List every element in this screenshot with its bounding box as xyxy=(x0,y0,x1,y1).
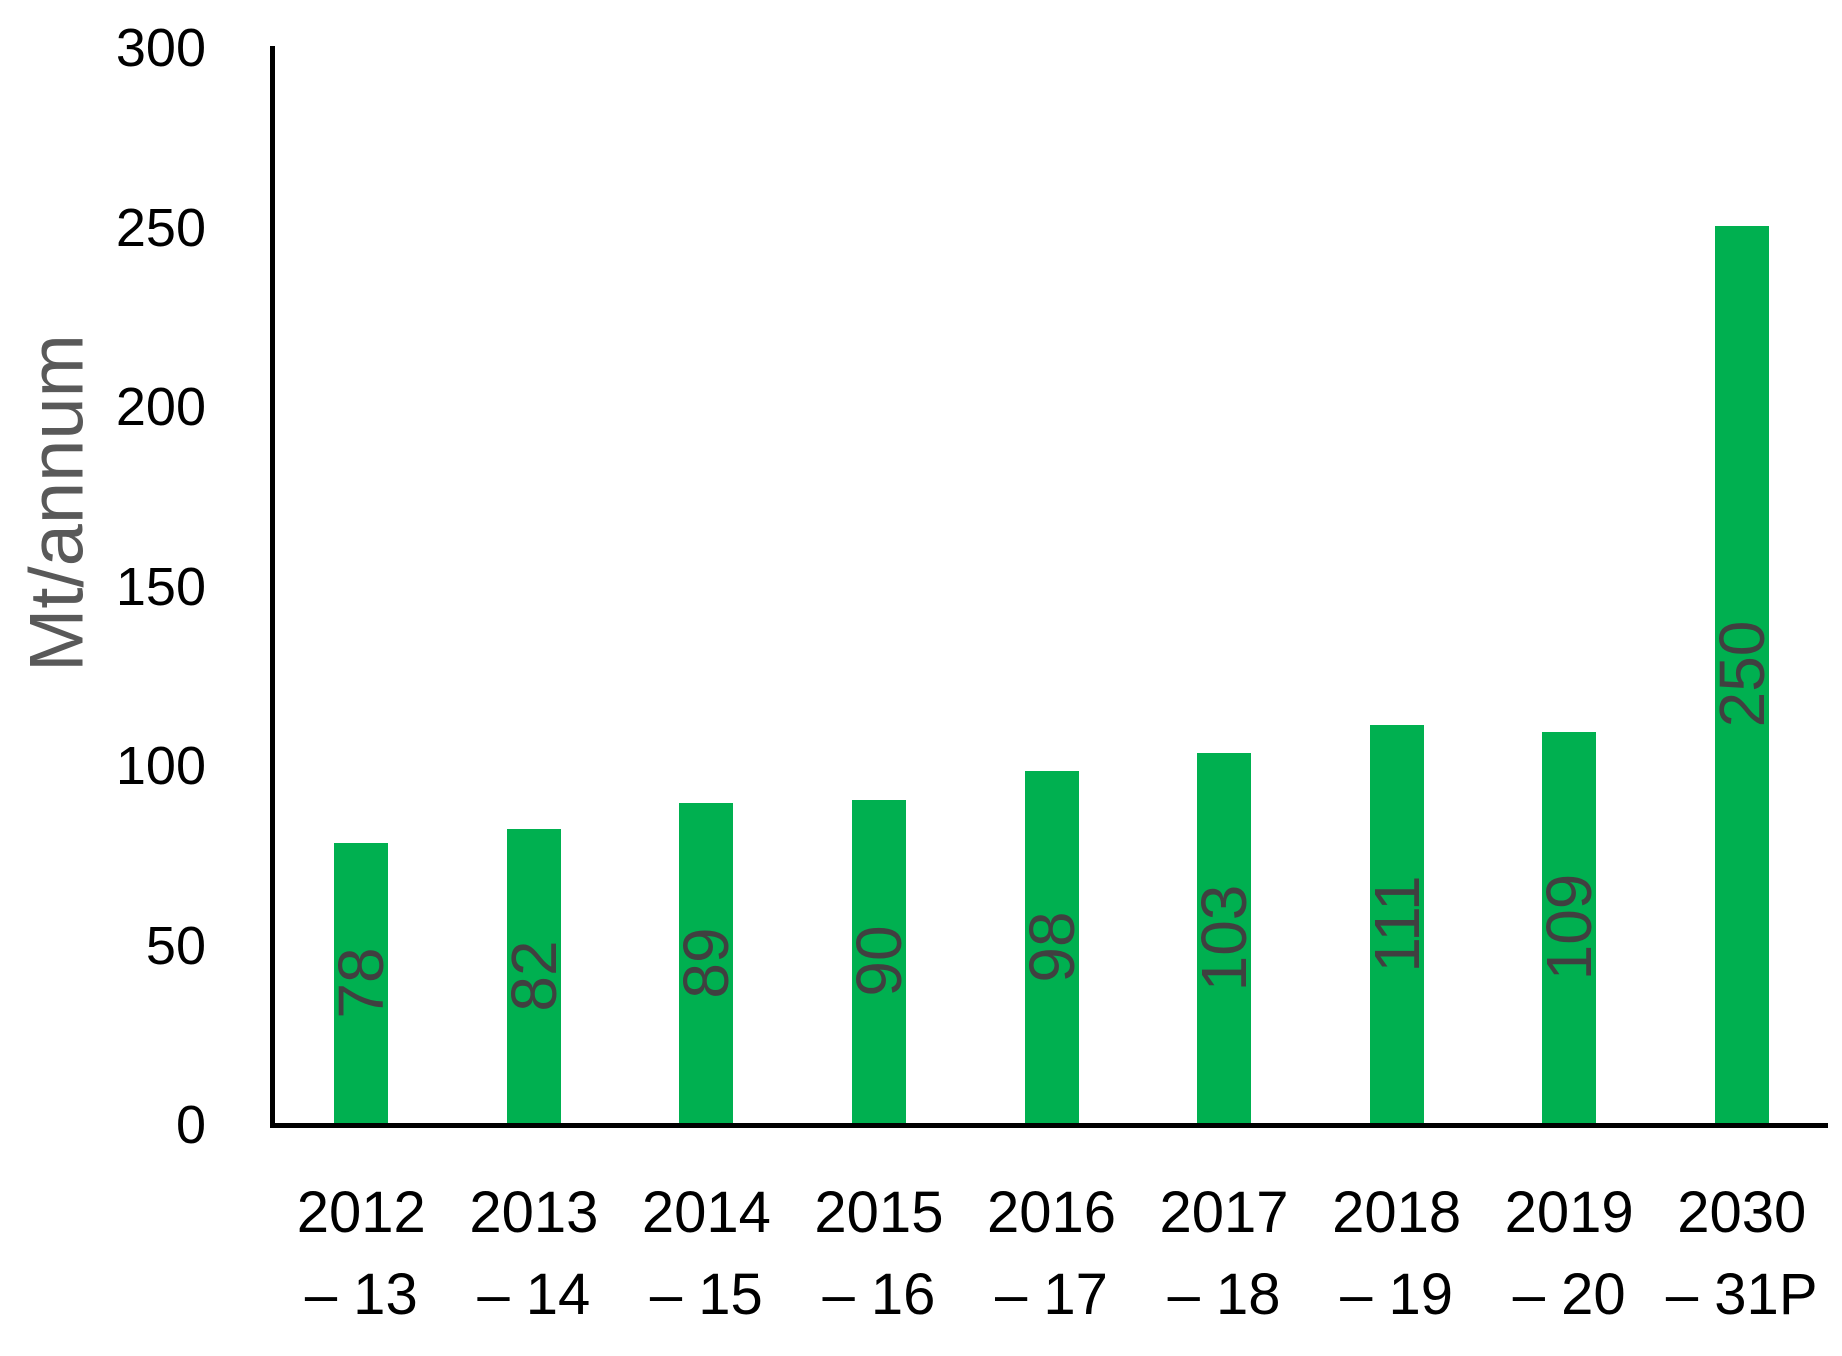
bar-value-label: 250 xyxy=(1705,620,1778,728)
x-tick-label: 2018– 19 xyxy=(1332,1180,1462,1327)
y-tick-label: 150 xyxy=(115,556,206,617)
bar xyxy=(506,828,561,1123)
bar-value-label: 111 xyxy=(1360,875,1433,973)
bar-value-label: 98 xyxy=(1015,911,1088,983)
bar-value-label: 103 xyxy=(1188,884,1261,992)
bar-value-label: 89 xyxy=(670,927,743,999)
bar xyxy=(851,799,906,1123)
y-tick-label: 100 xyxy=(115,736,206,796)
bar-value-label: 109 xyxy=(1533,873,1606,981)
bar xyxy=(1024,771,1079,1123)
x-tick-label: 2016– 17 xyxy=(986,1180,1117,1327)
x-tick-label: 2019– 20 xyxy=(1504,1180,1634,1327)
y-tick-label: 200 xyxy=(115,377,206,437)
y-tick-label: 250 xyxy=(115,197,206,258)
y-tick-label: 0 xyxy=(175,1095,206,1155)
bar-value-label: 82 xyxy=(497,940,570,1012)
x-tick-label: 2013– 14 xyxy=(469,1180,599,1327)
bar-value-label: 78 xyxy=(325,947,398,1019)
x-tick-label: 2014– 15 xyxy=(641,1180,771,1327)
x-axis-line xyxy=(270,1123,1828,1128)
bar xyxy=(334,842,389,1123)
x-tick-label: 2030– 31P xyxy=(1665,1180,1818,1327)
bar xyxy=(1714,225,1769,1123)
y-tick-label: 300 xyxy=(115,18,206,78)
bar xyxy=(1197,753,1252,1123)
bar xyxy=(1369,724,1424,1123)
bar-value-label: 90 xyxy=(842,925,915,998)
y-tick-label: 50 xyxy=(145,915,206,976)
x-tick-label: 2012– 13 xyxy=(296,1180,426,1327)
x-tick-label: 2015– 16 xyxy=(814,1180,944,1327)
bar xyxy=(1542,731,1597,1123)
bar xyxy=(679,803,734,1123)
x-tick-label: 2017– 18 xyxy=(1159,1180,1289,1327)
y-axis-line xyxy=(270,46,275,1128)
